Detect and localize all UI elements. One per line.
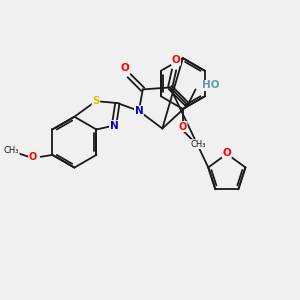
Text: O: O [121, 63, 130, 73]
Text: S: S [92, 96, 100, 106]
Text: O: O [223, 148, 231, 158]
Text: O: O [172, 55, 180, 65]
Text: O: O [29, 152, 37, 162]
Text: CH₃: CH₃ [191, 140, 206, 148]
Text: N: N [134, 106, 143, 116]
Text: O: O [179, 122, 187, 131]
Text: CH₃: CH₃ [4, 146, 19, 155]
Text: N: N [110, 121, 118, 130]
Text: HO: HO [202, 80, 220, 91]
